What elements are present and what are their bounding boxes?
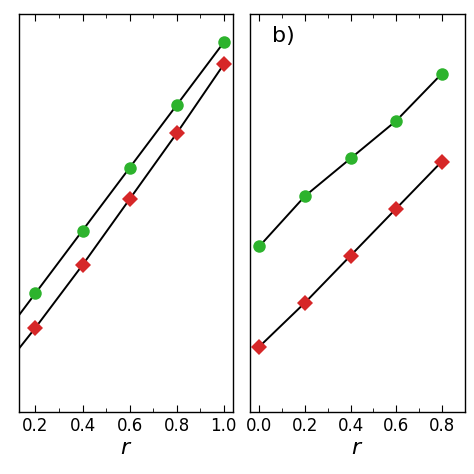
Text: b): b) [272, 26, 294, 46]
X-axis label: $\it{r}$: $\it{r}$ [120, 438, 132, 458]
X-axis label: $\it{r}$: $\it{r}$ [351, 438, 364, 458]
